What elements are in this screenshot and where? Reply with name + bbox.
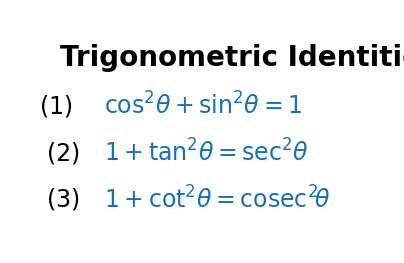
Text: (3): (3) bbox=[47, 188, 88, 212]
Text: Trigonometric Identities: Trigonometric Identities bbox=[60, 44, 404, 72]
Text: $1 + \cot^2\! \theta = \mathrm{cosec}^2\! \theta$: $1 + \cot^2\! \theta = \mathrm{cosec}^2\… bbox=[104, 186, 330, 213]
Text: (2): (2) bbox=[47, 141, 88, 165]
Text: $\cos^2\!\theta + \sin^2\! \theta = 1$: $\cos^2\!\theta + \sin^2\! \theta = 1$ bbox=[104, 93, 302, 120]
Text: $1 + \tan^2\! \theta = \sec^2\! \theta$: $1 + \tan^2\! \theta = \sec^2\! \theta$ bbox=[104, 139, 309, 167]
Text: (1): (1) bbox=[40, 94, 88, 119]
